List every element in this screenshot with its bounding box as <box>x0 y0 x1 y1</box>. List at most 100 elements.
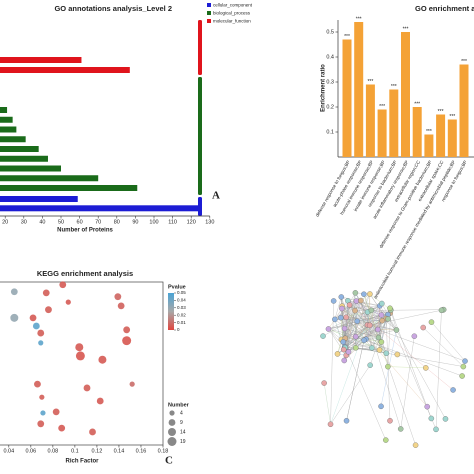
network-node <box>379 300 385 307</box>
x-tick-label: 90 <box>132 219 138 225</box>
network-node <box>385 363 391 370</box>
x-tick-label: 0.1 <box>71 448 79 454</box>
x-tick-label: 30 <box>21 219 27 225</box>
bubble <box>37 329 45 337</box>
network-edge <box>381 303 446 419</box>
network-node <box>460 363 467 370</box>
panel-label: C <box>165 455 173 467</box>
bar <box>0 165 61 172</box>
bar <box>342 39 352 157</box>
network-edge <box>341 304 350 340</box>
network-edge <box>349 304 454 391</box>
y-axis-label: Enrichment ratio <box>321 64 327 112</box>
network-node <box>339 305 345 312</box>
network-edge <box>365 303 382 340</box>
colorbar-tick-label: 0.04 <box>177 298 186 303</box>
bar <box>0 126 17 133</box>
bubble <box>10 288 18 296</box>
network-node <box>378 312 385 318</box>
network-edge <box>341 305 380 309</box>
bar <box>0 116 13 123</box>
network-node <box>320 333 326 339</box>
network-edge <box>377 305 380 330</box>
y-tick-label: 0.2 <box>326 104 334 110</box>
bar <box>436 114 446 157</box>
network-node <box>361 291 367 297</box>
network-node <box>428 319 435 325</box>
bubble <box>98 355 107 364</box>
network-node <box>385 316 391 322</box>
network-edge <box>323 383 331 425</box>
x-tick-label: 120 <box>187 219 196 225</box>
bubble <box>75 343 84 352</box>
network-edge <box>347 300 380 306</box>
bubble <box>40 410 46 416</box>
colorbar-tick-label: 0.01 <box>177 320 186 325</box>
significance-label: *** <box>403 26 409 32</box>
bar <box>0 175 99 182</box>
network-node <box>383 350 390 357</box>
network-edge <box>345 320 383 348</box>
bubble <box>45 306 52 314</box>
network-node <box>378 339 385 345</box>
network-node <box>340 339 346 345</box>
significance-label: *** <box>438 109 444 115</box>
network-edge <box>423 327 464 367</box>
bubble <box>39 394 45 400</box>
bar <box>377 109 387 157</box>
network-node <box>428 415 435 422</box>
network-edge <box>365 339 398 355</box>
network-node <box>340 346 347 353</box>
network-node <box>352 307 358 314</box>
colorbar-tick-label: 0.03 <box>177 305 186 310</box>
y-tick-label: 0.5 <box>326 29 334 35</box>
network-edge <box>328 328 342 340</box>
bubble <box>75 351 85 361</box>
panel-label: A <box>212 190 220 202</box>
network-node <box>345 349 352 355</box>
network-node <box>369 345 375 351</box>
network-node <box>327 421 334 427</box>
network-node <box>321 380 327 386</box>
bar <box>0 196 78 202</box>
bar <box>459 64 469 157</box>
bubble <box>89 428 96 436</box>
network-edge <box>344 310 356 329</box>
x-tick-label: 110 <box>168 219 177 225</box>
bubble <box>10 313 19 322</box>
group-band <box>198 20 202 75</box>
size-legend-title: Number <box>168 402 190 408</box>
bubble <box>96 397 104 405</box>
x-tick-label: 60 <box>77 219 83 225</box>
group-band <box>198 77 202 195</box>
network-node <box>387 417 393 424</box>
significance-label: *** <box>356 16 362 22</box>
network-edge <box>354 310 356 348</box>
network-edge <box>342 306 382 343</box>
colorbar-title: Pvalue <box>168 284 186 290</box>
x-tick-label: 50 <box>58 219 64 225</box>
network-edge <box>379 320 383 350</box>
x-tick-label: 0.06 <box>25 448 36 454</box>
size-legend-label: 14 <box>180 429 186 435</box>
bar <box>0 146 39 152</box>
bubble <box>123 326 131 334</box>
network-node <box>367 362 373 368</box>
network-edge <box>346 317 367 340</box>
bubble <box>42 289 50 297</box>
x-tick-label: 70 <box>95 219 101 225</box>
network-node <box>420 324 426 331</box>
network-edge <box>363 294 416 446</box>
x-axis-label: Number of Proteins <box>57 228 113 234</box>
network-node <box>332 316 338 323</box>
network-node <box>423 365 429 371</box>
network-edge <box>435 310 442 430</box>
network-edge <box>400 336 415 429</box>
chart-title: GO annotations analysis_Level 2 <box>54 4 172 13</box>
network-edge <box>387 366 426 369</box>
significance-label: *** <box>461 59 467 65</box>
network-node <box>394 351 401 358</box>
x-tick-label: 40 <box>39 219 45 225</box>
